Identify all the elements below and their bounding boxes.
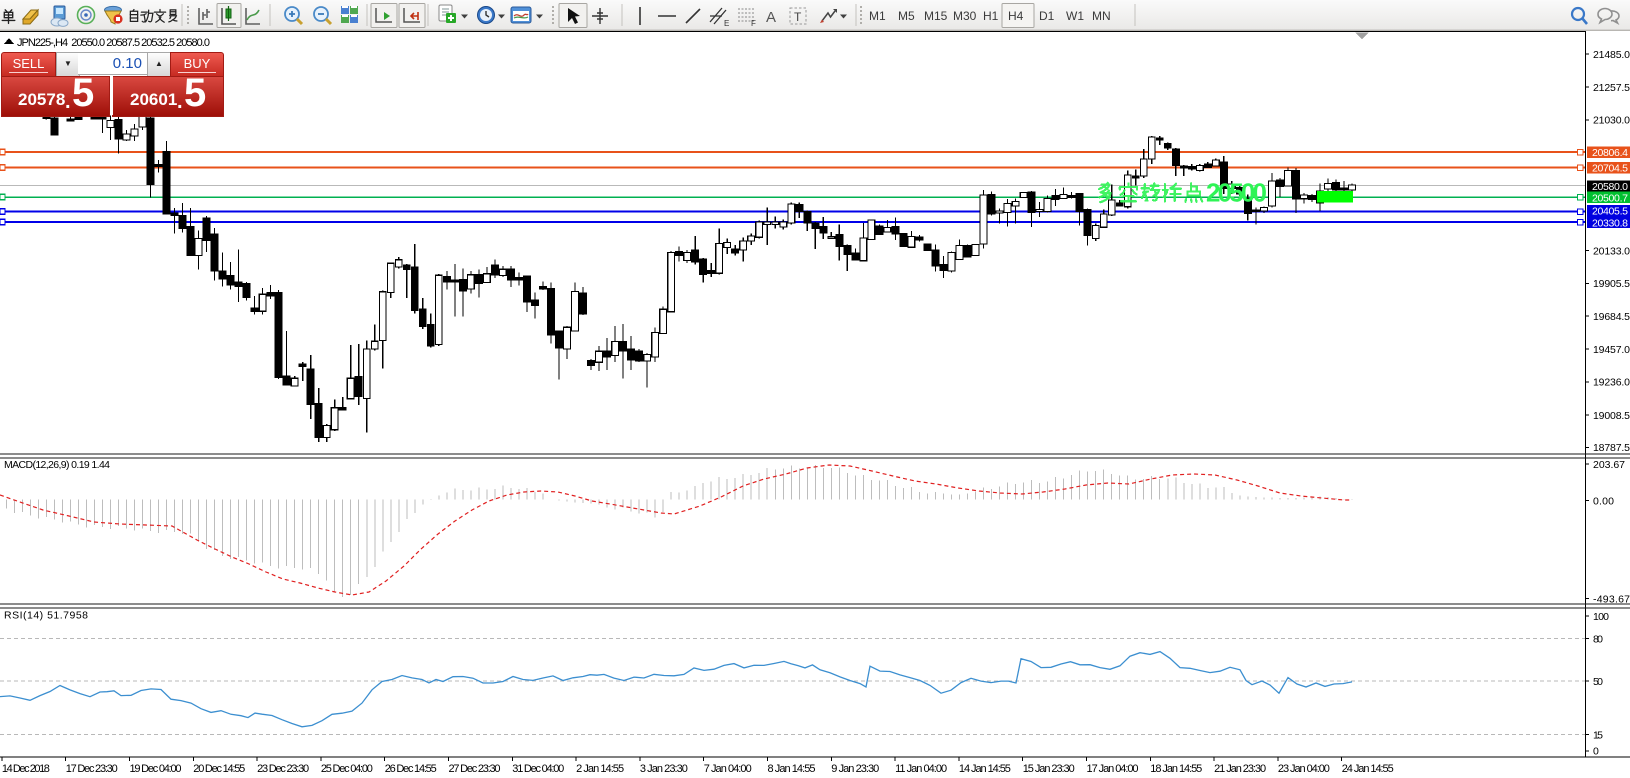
svg-text:31 Dec 04:00: 31 Dec 04:00	[512, 763, 564, 775]
svg-text:14 Jan 14:55: 14 Jan 14:55	[959, 763, 1011, 775]
svg-text:26 Dec 14:55: 26 Dec 14:55	[385, 763, 437, 775]
svg-text:3 Jan 23:30: 3 Jan 23:30	[640, 763, 688, 775]
svg-text:21485.0: 21485.0	[1593, 49, 1630, 61]
svg-text:20500: 20500	[1206, 178, 1267, 208]
svg-text:W1: W1	[1066, 9, 1084, 23]
svg-text:-493.67: -493.67	[1593, 593, 1630, 605]
svg-text:15 Jan 23:30: 15 Jan 23:30	[1023, 763, 1075, 775]
svg-text:0: 0	[1593, 746, 1599, 758]
svg-text:20806.4: 20806.4	[1592, 147, 1628, 159]
svg-text:20580.0: 20580.0	[1592, 181, 1628, 193]
svg-text:23 Jan 04:00: 23 Jan 04:00	[1278, 763, 1330, 775]
svg-text:21 Jan 23:30: 21 Jan 23:30	[1214, 763, 1266, 775]
svg-text:19457.0: 19457.0	[1593, 344, 1630, 356]
svg-text:20330.8: 20330.8	[1592, 217, 1628, 229]
svg-text:20405.5: 20405.5	[1592, 206, 1628, 218]
svg-text:MN: MN	[1092, 9, 1111, 23]
svg-text:E: E	[724, 19, 729, 28]
svg-text:M30: M30	[953, 9, 977, 23]
svg-text:100: 100	[1593, 611, 1609, 623]
svg-text:2 Jan 14:55: 2 Jan 14:55	[576, 763, 624, 775]
svg-text:27 Dec 23:30: 27 Dec 23:30	[449, 763, 501, 775]
svg-text:80: 80	[1593, 633, 1603, 645]
svg-text:19905.5: 19905.5	[1593, 278, 1630, 290]
svg-text:MACD(12,26,9) 0.19 1.44: MACD(12,26,9) 0.19 1.44	[4, 459, 110, 471]
svg-text:21257.5: 21257.5	[1593, 82, 1630, 94]
svg-text:JPN225-,H4 20550.0 20587.5 20: JPN225-,H4 20550.0 20587.5 20532.5 20580…	[17, 37, 210, 49]
svg-text:11 Jan 04:00: 11 Jan 04:00	[895, 763, 947, 775]
svg-text:19 Dec 04:00: 19 Dec 04:00	[130, 763, 182, 775]
svg-text:7 Jan 04:00: 7 Jan 04:00	[704, 763, 752, 775]
svg-text:18787.5: 18787.5	[1593, 442, 1630, 454]
svg-text:M15: M15	[924, 9, 948, 23]
svg-text:9 Jan 23:30: 9 Jan 23:30	[831, 763, 879, 775]
svg-text:M5: M5	[898, 9, 915, 23]
svg-text:F: F	[751, 19, 756, 28]
svg-text:8 Jan 14:55: 8 Jan 14:55	[768, 763, 816, 775]
svg-text:20 Dec 14:55: 20 Dec 14:55	[193, 763, 245, 775]
svg-text:20704.5: 20704.5	[1592, 163, 1628, 175]
svg-text:25 Dec 04:00: 25 Dec 04:00	[321, 763, 373, 775]
svg-text:A: A	[766, 9, 776, 26]
svg-text:H1: H1	[983, 9, 999, 23]
svg-text:17 Jan 04:00: 17 Jan 04:00	[1087, 763, 1139, 775]
svg-text:0.00: 0.00	[1593, 495, 1614, 507]
svg-text:50: 50	[1593, 676, 1603, 688]
svg-text:24 Jan 14:55: 24 Jan 14:55	[1342, 763, 1394, 775]
svg-text:21030.0: 21030.0	[1593, 115, 1630, 127]
svg-text:203.67: 203.67	[1593, 459, 1625, 471]
svg-text:19008.5: 19008.5	[1593, 410, 1630, 422]
svg-text:14 Dec 2018: 14 Dec 2018	[2, 763, 50, 775]
svg-text:17 Dec 23:30: 17 Dec 23:30	[66, 763, 118, 775]
svg-text:20500.7: 20500.7	[1592, 192, 1628, 204]
svg-text:M1: M1	[869, 9, 886, 23]
svg-text:18 Jan 14:55: 18 Jan 14:55	[1150, 763, 1202, 775]
svg-text:H4: H4	[1008, 9, 1024, 23]
svg-text:15: 15	[1593, 729, 1603, 741]
svg-text:RSI(14) 51.7958: RSI(14) 51.7958	[4, 610, 88, 622]
svg-text:20133.0: 20133.0	[1593, 245, 1630, 257]
svg-text:D1: D1	[1039, 9, 1055, 23]
svg-text:23 Dec 23:30: 23 Dec 23:30	[257, 763, 309, 775]
svg-text:T: T	[794, 10, 802, 24]
svg-text:19236.0: 19236.0	[1593, 377, 1630, 389]
svg-text:19684.5: 19684.5	[1593, 311, 1630, 323]
